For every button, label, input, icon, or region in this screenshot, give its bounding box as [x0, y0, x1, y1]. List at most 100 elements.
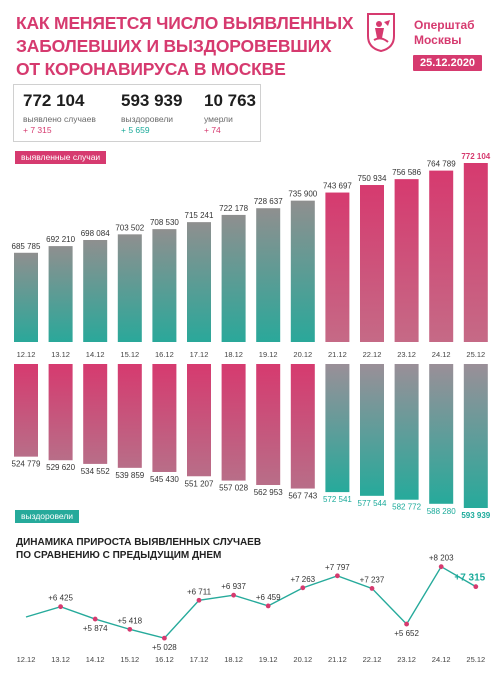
- recovered-bar-chart: 524 779 529 620 534 552 539 859 545 430 551 2…: [12, 364, 491, 520]
- date-badge: 25.12.2020: [413, 55, 483, 71]
- growth-point-label: +5 874: [83, 624, 108, 633]
- growth-x-tick: 21.12: [328, 655, 347, 664]
- growth-point: [335, 573, 340, 579]
- cases-bar: [117, 234, 142, 342]
- stat-deaths-value: 10 763: [204, 91, 256, 110]
- growth-x-tick: 16.12: [155, 655, 174, 664]
- growth-x-tick: 19.12: [259, 655, 278, 664]
- page-title: КАК МЕНЯЕТСЯ ЧИСЛО ВЫЯВЛЕННЫХ ЗАБОЛЕВШИХ…: [16, 12, 354, 81]
- stat-recovered: 593 939 выздоровели + 5 659: [121, 91, 182, 135]
- cases-bar: [256, 208, 281, 342]
- recovered-bar-label: 534 552: [81, 467, 110, 476]
- growth-point: [92, 616, 98, 622]
- cases-x-tick: 23.12: [397, 350, 416, 359]
- growth-point: [404, 621, 409, 627]
- recovered-bar: [429, 364, 454, 504]
- growth-point-label: +6 425: [48, 594, 73, 603]
- cases-x-tick: 19.12: [259, 350, 278, 359]
- cases-bar: [394, 179, 419, 342]
- growth-x-tick: 22.12: [363, 655, 382, 664]
- growth-point-label: +7 797: [325, 563, 350, 572]
- growth-point: [265, 603, 271, 609]
- growth-x-tick: 18.12: [224, 655, 243, 664]
- dynamics-title-line-2: ПО СРАВНЕНИЮ С ПРЕДЫДУЩИМ ДНЕМ: [16, 550, 222, 561]
- cases-bar-label: 764 789: [427, 160, 456, 169]
- dynamics-title: ДИНАМИКА ПРИРОСТА ВЫЯВЛЕННЫХ СЛУЧАЕВ ПО …: [16, 536, 261, 562]
- growth-point-label: +7 237: [360, 575, 385, 584]
- cases-bar-label: 722 178: [219, 204, 248, 213]
- recovered-bar: [394, 364, 419, 500]
- stat-cases-label: выявлено случаев: [23, 114, 96, 124]
- cases-bar-label: 735 900: [288, 190, 317, 199]
- recovered-bar: [290, 364, 315, 489]
- growth-point: [438, 564, 444, 570]
- recovered-bar-label: 582 772: [392, 503, 421, 512]
- growth-x-tick: 23.12: [397, 655, 416, 664]
- growth-x-tick: 24.12: [432, 655, 451, 664]
- growth-x-tick: 25.12: [466, 655, 485, 664]
- recovered-bar-label: 572 541: [323, 495, 352, 504]
- growth-point-label: +5 028: [152, 643, 177, 652]
- growth-point-label: +6 937: [221, 582, 246, 591]
- recovered-bar: [463, 364, 488, 508]
- growth-point: [58, 604, 63, 610]
- cases-bar: [83, 239, 108, 342]
- recovered-tag: выздоровели: [15, 510, 80, 523]
- growth-x-tick: 17.12: [190, 655, 209, 664]
- cases-x-tick: 18.12: [224, 350, 243, 359]
- cases-x-tick: 24.12: [432, 350, 451, 359]
- cases-bar: [463, 163, 488, 342]
- cases-bar-label: 728 637: [254, 197, 283, 206]
- growth-point: [196, 597, 202, 603]
- growth-point: [162, 635, 167, 641]
- cases-x-tick: 17.12: [190, 350, 209, 359]
- title-line-2: ЗАБОЛЕВШИХ И ВЫЗДОРОВЕВШИХ: [16, 36, 332, 56]
- growth-line-chart: +6 425 +5 874 +5 418 +5 028 +6 711 +6 937 +6 4…: [17, 554, 486, 664]
- cases-x-tick: 25.12: [466, 350, 485, 359]
- cases-bar: [187, 222, 211, 342]
- cases-bar-label: 703 502: [115, 223, 144, 232]
- cases-x-tick: 13.12: [51, 350, 70, 359]
- cases-bar-label: 743 697: [323, 182, 352, 191]
- growth-x-tick: 20.12: [293, 655, 312, 664]
- cases-bar: [290, 200, 315, 342]
- recovered-bar-label: 529 620: [46, 463, 75, 472]
- org-line-2: Москвы: [414, 33, 462, 47]
- recovered-bar: [187, 364, 211, 477]
- stat-recovered-delta: + 5 659: [121, 125, 150, 135]
- stat-deaths: 10 763 умерли + 74: [204, 91, 256, 135]
- cases-bar: [14, 252, 38, 342]
- growth-point: [300, 585, 306, 591]
- recovered-bar-label: 593 939: [461, 511, 490, 520]
- cases-bar-label: 756 586: [392, 168, 421, 177]
- org-line-1: Оперштаб: [414, 18, 475, 32]
- cases-bar-label: 750 934: [358, 174, 387, 183]
- recovered-bar: [325, 364, 350, 493]
- growth-point-label: +5 652: [394, 629, 419, 638]
- stat-recovered-label: выздоровели: [121, 114, 174, 124]
- recovered-bar: [48, 364, 73, 461]
- growth-x-tick: 15.12: [120, 655, 139, 664]
- recovered-bar-label: 539 859: [115, 471, 144, 480]
- recovered-bar-label: 562 953: [254, 488, 283, 497]
- recovered-bar-label: 567 743: [288, 492, 317, 501]
- cases-bar-label: 692 210: [46, 235, 75, 244]
- recovered-bar-label: 524 779: [12, 460, 41, 469]
- growth-point-label: +7 315: [454, 573, 485, 584]
- cases-bar-label: 685 785: [12, 242, 41, 251]
- recovered-bar: [152, 364, 177, 472]
- cases-tag: выявленные случаи: [15, 151, 107, 164]
- recovered-bar: [14, 364, 38, 457]
- cases-x-tick: 21.12: [328, 350, 347, 359]
- dynamics-title-line-1: ДИНАМИКА ПРИРОСТА ВЫЯВЛЕННЫХ СЛУЧАЕВ: [16, 537, 262, 548]
- recovered-bar-label: 545 430: [150, 475, 179, 484]
- growth-point-label: +7 263: [290, 575, 315, 584]
- recovered-bar: [221, 364, 246, 481]
- title-line-1: КАК МЕНЯЕТСЯ ЧИСЛО ВЫЯВЛЕННЫХ: [16, 13, 354, 33]
- cases-x-tick: 20.12: [293, 350, 312, 359]
- stat-cases-value: 772 104: [23, 91, 85, 110]
- cases-bar: [48, 246, 73, 342]
- cases-bar-chart: 685 785 12.12 692 210 13.12 698 084 14.12 703 …: [12, 152, 491, 359]
